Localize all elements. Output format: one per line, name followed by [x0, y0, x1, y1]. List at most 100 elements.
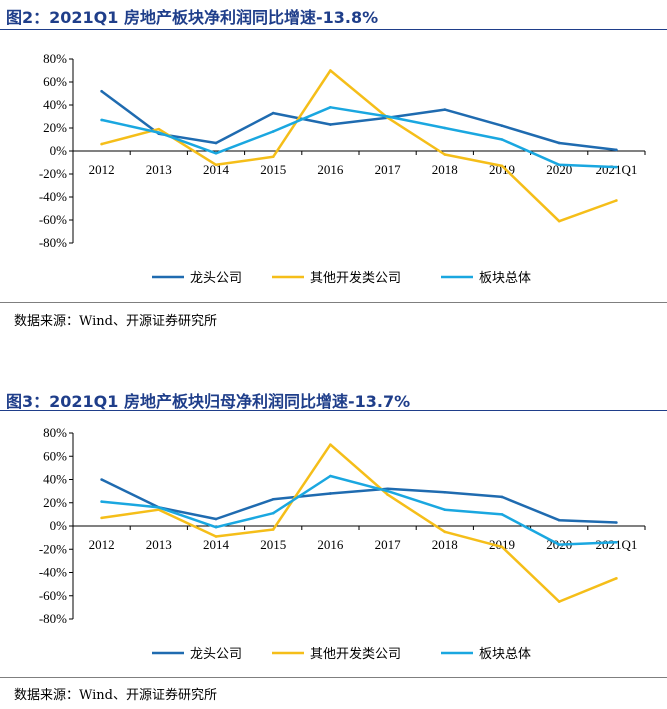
y-tick-label: -40% [39, 565, 67, 580]
data-point [557, 219, 561, 223]
y-tick-label: 0% [50, 143, 68, 158]
data-point [214, 152, 218, 155]
legend-label: 板块总体 [479, 647, 531, 662]
data-point [615, 540, 618, 544]
data-point [157, 506, 161, 509]
x-tick-label: 2019 [489, 537, 515, 552]
series-line-3 [101, 106, 617, 169]
legend-label: 其他开发类公司 [310, 270, 401, 286]
source-rule [0, 677, 667, 678]
data-point [443, 153, 447, 156]
figure-title: 图2：2021Q1 房地产板块净利润同比增速-13.8% [6, 8, 379, 27]
data-point [500, 513, 504, 516]
series-line-1 [100, 90, 617, 152]
y-tick-label: -80% [39, 611, 67, 626]
data-point [500, 124, 504, 127]
data-point [214, 525, 218, 529]
data-point [386, 115, 389, 118]
data-point [214, 163, 218, 167]
source-rule [0, 302, 667, 303]
x-tick-label: 2021Q1 [595, 537, 637, 552]
x-tick-label: 2018 [432, 537, 458, 552]
x-tick-label: 2016 [317, 162, 344, 177]
legend-label: 龙头公司 [190, 647, 242, 662]
data-source: 数据来源：Wind、开源证券研究所 [14, 314, 217, 329]
data-point [329, 492, 332, 495]
data-point [157, 508, 161, 512]
title-rule [0, 410, 667, 411]
y-tick-label: -40% [39, 189, 67, 204]
y-tick-label: 80% [43, 51, 67, 66]
data-point [100, 89, 103, 93]
y-tick-label: -20% [39, 166, 67, 181]
legend-label: 龙头公司 [190, 271, 242, 286]
series-line-3 [101, 474, 617, 546]
x-tick-label: 2014 [203, 537, 230, 552]
y-tick-label: 40% [43, 97, 67, 112]
x-tick-label: 2012 [89, 537, 115, 552]
data-point [615, 521, 618, 524]
figure-title: 图3：2021Q1 房地产板块归母净利润同比增速-13.7% [6, 392, 411, 411]
data-point [271, 511, 275, 515]
data-point [271, 528, 275, 531]
data-point [443, 108, 447, 111]
x-tick-label: 2017 [375, 537, 402, 552]
y-tick-label: 60% [43, 74, 67, 89]
y-tick-label: -60% [39, 588, 67, 603]
data-point [329, 69, 332, 72]
data-point [214, 141, 218, 145]
data-point [271, 111, 275, 115]
data-point [557, 163, 561, 167]
data-point [100, 516, 103, 520]
y-tick-label: -80% [39, 235, 67, 250]
x-tick-label: 2014 [203, 162, 230, 177]
data-point [386, 487, 389, 491]
data-point [271, 155, 275, 159]
data-point [329, 443, 332, 446]
data-point [329, 123, 332, 126]
x-tick-label: 2015 [260, 162, 286, 177]
data-source: 数据来源：Wind、开源证券研究所 [14, 688, 217, 703]
data-point [615, 199, 618, 202]
series-line-2 [101, 69, 617, 223]
data-point [443, 508, 447, 512]
x-tick-label: 2013 [146, 162, 172, 177]
data-point [157, 127, 161, 131]
x-tick-label: 2021Q1 [595, 162, 637, 177]
data-point [329, 474, 332, 478]
data-point [271, 130, 275, 133]
data-point [557, 543, 561, 546]
y-tick-label: 40% [43, 472, 67, 487]
legend-label: 板块总体 [479, 271, 531, 286]
x-tick-label: 2015 [260, 537, 286, 552]
data-point [100, 142, 103, 146]
data-point [329, 106, 332, 109]
data-point [214, 535, 218, 538]
data-point [100, 118, 103, 122]
data-point [500, 164, 504, 168]
data-point [443, 530, 447, 534]
y-tick-label: -20% [39, 541, 67, 556]
y-tick-label: 60% [43, 448, 67, 463]
data-point [615, 577, 618, 580]
data-point [500, 545, 504, 549]
title-rule [0, 29, 667, 30]
legend-label: 其他开发类公司 [310, 646, 401, 662]
x-tick-label: 2017 [375, 162, 402, 177]
data-point [557, 141, 561, 145]
x-tick-label: 2012 [89, 162, 115, 177]
data-point [386, 489, 389, 493]
data-point [557, 600, 561, 603]
data-point [615, 165, 618, 169]
series-line-2 [101, 443, 617, 603]
y-tick-label: 0% [50, 518, 68, 533]
data-point [214, 517, 218, 521]
data-point [271, 497, 275, 501]
series-line-1 [101, 478, 617, 524]
data-point [443, 126, 447, 130]
x-tick-label: 2013 [146, 537, 172, 552]
line-chart: 80% 60% 40% 20% 0% -20% -40% -60% -80% 2012 2013 20… [39, 425, 646, 662]
x-tick-label: 2018 [432, 162, 458, 177]
data-point [157, 131, 161, 134]
data-point [100, 500, 103, 503]
